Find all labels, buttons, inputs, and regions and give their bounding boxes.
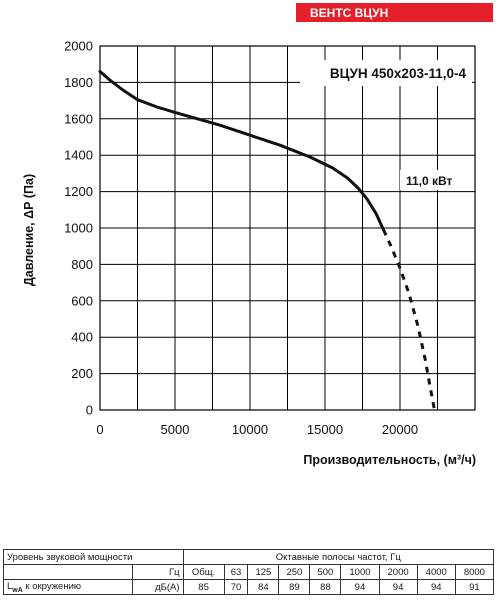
chart-title: ВЦУН 450х203-11,0-4 xyxy=(330,66,467,81)
frequency-row: Гц Общ. 63 125 250 500 1000 2000 4000 80… xyxy=(2,564,495,580)
grid xyxy=(100,46,475,410)
x-tick-label: 15000 xyxy=(307,422,343,437)
total-value-cell: 85 xyxy=(182,579,225,595)
plot-frame xyxy=(99,45,476,411)
series-lines xyxy=(98,70,436,411)
brand-banner: ВЕНТС ВЦУН xyxy=(296,3,493,22)
power-label: 11,0 кВт xyxy=(406,174,453,188)
x-tick-label: 5000 xyxy=(161,422,190,437)
value-cell: 88 xyxy=(309,579,342,595)
value-cell: 89 xyxy=(278,579,311,595)
freq-cell: 8000 xyxy=(454,564,495,580)
freq-cell: 4000 xyxy=(416,564,456,580)
y-tick-label: 200 xyxy=(71,366,93,381)
x-tick-label: 10000 xyxy=(232,422,268,437)
y-tick-label: 2000 xyxy=(64,39,93,54)
header-right-cell: Октавные полосы частот, Гц xyxy=(182,549,495,565)
freq-cell: 1000 xyxy=(340,564,380,580)
value-cell: 94 xyxy=(340,579,380,595)
value-cell: 94 xyxy=(416,579,456,595)
empty-cell xyxy=(2,564,134,580)
freq-cell: 500 xyxy=(309,564,342,580)
row-label-prefix: L xyxy=(7,580,13,592)
y-tick-label: 1800 xyxy=(64,75,93,90)
y-tick-label: 800 xyxy=(71,257,93,272)
sound-power-table: Уровень звуковой мощности Октавные полос… xyxy=(2,549,495,595)
row-label-sub: wA xyxy=(12,586,23,594)
y-tick-label: 1600 xyxy=(64,111,93,126)
value-cell: 84 xyxy=(247,579,280,595)
total-label-cell: Общ. xyxy=(182,564,225,580)
header-left-cell: Уровень звуковой мощности xyxy=(3,549,184,565)
brand-label: ВЕНТС ВЦУН xyxy=(310,5,389,20)
series-line-dashed xyxy=(382,229,436,411)
unit-hz-cell: Гц xyxy=(132,564,184,580)
freq-cell: 63 xyxy=(223,564,249,580)
power-label-box xyxy=(400,170,468,190)
x-tick-label: 20000 xyxy=(382,422,418,437)
value-cell: 70 xyxy=(223,579,249,595)
x-tick-label: 0 xyxy=(96,422,103,437)
y-tick-label: 1400 xyxy=(64,148,93,163)
y-tick-label: 1200 xyxy=(64,184,93,199)
series-line-solid xyxy=(98,70,385,232)
freq-cell: 2000 xyxy=(378,564,418,580)
row-label-cell: LwA к окружению xyxy=(2,579,134,595)
y-axis-label: Давление, ΔР (Па) xyxy=(22,174,36,286)
y-tick-label: 600 xyxy=(71,293,93,308)
row-label-suffix: к окружению xyxy=(22,580,82,592)
freq-cell: 125 xyxy=(247,564,280,580)
row-unit-cell: дБ(А) xyxy=(132,579,184,595)
y-tick-label: 0 xyxy=(86,403,93,418)
title-box xyxy=(300,60,472,86)
y-tick-label: 400 xyxy=(71,330,93,345)
freq-cell: 250 xyxy=(278,564,311,580)
y-tick-label: 1000 xyxy=(64,221,93,236)
table-header-row: Уровень звуковой мощности Октавные полос… xyxy=(3,549,495,565)
values-row: LwA к окружению дБ(А) 85 70 84 89 88 94 … xyxy=(2,579,495,595)
value-cell: 94 xyxy=(378,579,418,595)
x-axis-label: Производительность, (м³/ч) xyxy=(303,453,476,467)
value-cell: 91 xyxy=(454,579,495,595)
